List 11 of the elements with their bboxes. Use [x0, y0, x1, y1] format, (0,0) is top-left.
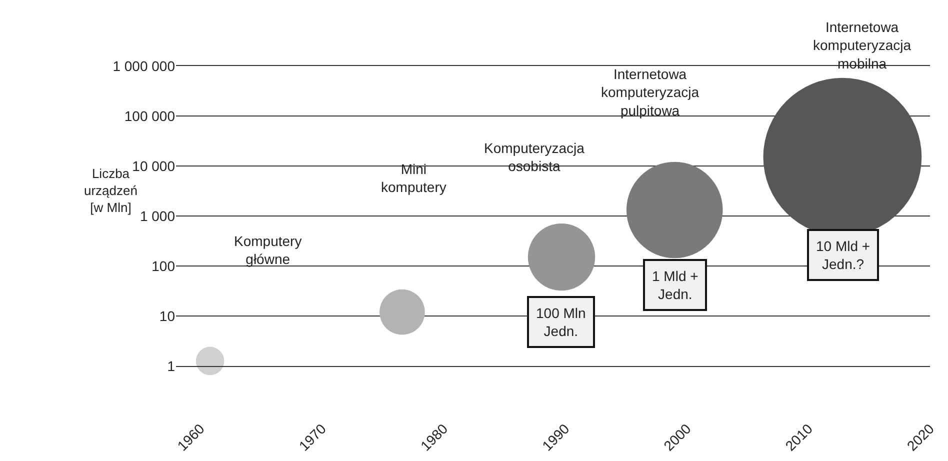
y-tick-label: 1 000 — [140, 208, 176, 224]
annotation: 10 Mld + Jedn.? — [816, 238, 870, 272]
annotation: Komputery główne — [234, 233, 302, 268]
annotation: 1 Mld + Jedn. — [652, 268, 698, 302]
annotation: 100 Mln Jedn. — [536, 305, 586, 340]
y-tick-label: 100 — [152, 258, 176, 274]
y-tick-label: 1 000 000 — [112, 58, 176, 74]
annotation: Internetowa komputeryzacja pulpitowa — [601, 66, 700, 118]
y-tick-label: 100 000 — [124, 108, 176, 124]
y-tick-label: 10 — [159, 308, 176, 324]
y-tick-label: 1 — [167, 358, 176, 374]
